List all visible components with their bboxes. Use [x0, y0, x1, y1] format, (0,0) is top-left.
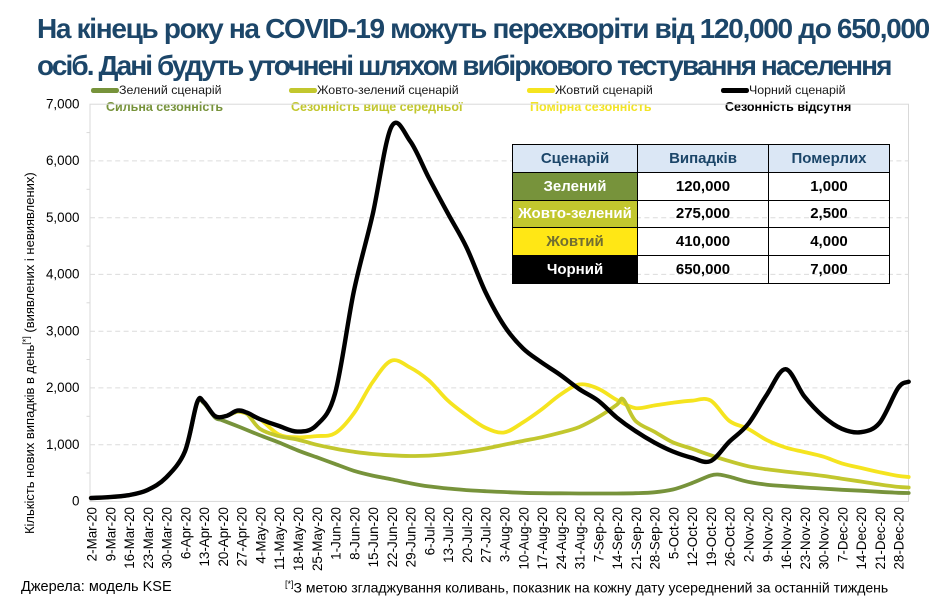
svg-text:30-Nov-20: 30-Nov-20	[817, 507, 832, 570]
svg-text:27-Jul-20: 27-Jul-20	[479, 507, 494, 563]
svg-text:22-Jun-20: 22-Jun-20	[385, 507, 400, 567]
svg-text:1-Jun-20: 1-Jun-20	[329, 507, 344, 560]
svg-text:21-Sep-20: 21-Sep-20	[629, 507, 644, 570]
svg-text:18-May-20: 18-May-20	[291, 507, 306, 571]
svg-text:27-Apr-20: 27-Apr-20	[235, 507, 250, 567]
svg-text:9-Mar-20: 9-Mar-20	[103, 507, 118, 561]
svg-text:7-Sep-20: 7-Sep-20	[591, 507, 606, 562]
svg-text:7,000: 7,000	[46, 96, 80, 111]
svg-text:20-Jul-20: 20-Jul-20	[460, 507, 475, 563]
svg-text:6-Jul-20: 6-Jul-20	[422, 507, 437, 555]
svg-text:23-Mar-20: 23-Mar-20	[141, 507, 156, 569]
svg-text:12-Oct-20: 12-Oct-20	[685, 507, 700, 567]
svg-text:31-Aug-20: 31-Aug-20	[573, 507, 588, 570]
svg-text:26-Oct-20: 26-Oct-20	[723, 507, 738, 567]
svg-text:13-Apr-20: 13-Apr-20	[197, 507, 212, 567]
svg-text:16-Mar-20: 16-Mar-20	[122, 507, 137, 569]
svg-text:2,000: 2,000	[46, 380, 80, 395]
svg-text:23-Nov-20: 23-Nov-20	[798, 507, 813, 570]
svg-text:4-May-20: 4-May-20	[253, 507, 268, 564]
svg-text:14-Sep-20: 14-Sep-20	[610, 507, 625, 570]
svg-text:15-Jun-20: 15-Jun-20	[366, 507, 381, 567]
svg-text:6-Apr-20: 6-Apr-20	[178, 507, 193, 559]
svg-text:17-Aug-20: 17-Aug-20	[535, 507, 550, 570]
svg-text:4,000: 4,000	[46, 267, 80, 282]
svg-text:19-Oct-20: 19-Oct-20	[704, 507, 719, 567]
svg-text:6,000: 6,000	[46, 153, 80, 168]
svg-text:21-Dec-20: 21-Dec-20	[873, 507, 888, 570]
svg-text:13-Jul-20: 13-Jul-20	[441, 507, 456, 563]
svg-text:11-May-20: 11-May-20	[272, 507, 287, 570]
svg-text:20-Apr-20: 20-Apr-20	[216, 507, 231, 567]
svg-text:24-Aug-20: 24-Aug-20	[554, 507, 569, 570]
svg-text:1,000: 1,000	[46, 437, 80, 452]
svg-text:16-Nov-20: 16-Nov-20	[779, 507, 794, 570]
svg-text:5,000: 5,000	[46, 210, 80, 225]
svg-text:14-Dec-20: 14-Dec-20	[854, 507, 869, 570]
svg-text:0: 0	[72, 494, 79, 509]
svg-text:25-May-20: 25-May-20	[310, 507, 325, 571]
svg-text:28-Dec-20: 28-Dec-20	[892, 507, 907, 570]
svg-text:30-Mar-20: 30-Mar-20	[160, 507, 175, 569]
svg-text:3-Aug-20: 3-Aug-20	[498, 507, 513, 562]
svg-text:10-Aug-20: 10-Aug-20	[516, 507, 531, 570]
svg-text:2-Nov-20: 2-Nov-20	[742, 507, 757, 562]
svg-text:7-Dec-20: 7-Dec-20	[835, 507, 850, 562]
svg-text:28-Sep-20: 28-Sep-20	[648, 507, 663, 570]
svg-text:8-Jun-20: 8-Jun-20	[347, 507, 362, 560]
svg-text:9-Nov-20: 9-Nov-20	[760, 507, 775, 562]
svg-text:2-Mar-20: 2-Mar-20	[85, 507, 100, 561]
svg-text:3,000: 3,000	[46, 323, 80, 338]
svg-text:5-Oct-20: 5-Oct-20	[666, 507, 681, 559]
svg-text:29-Jun-20: 29-Jun-20	[404, 507, 419, 567]
